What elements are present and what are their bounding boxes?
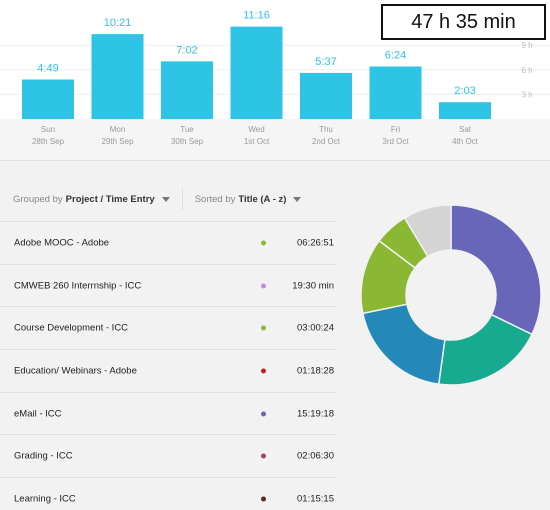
bar [22,79,74,119]
y-tick-label: 9 h [521,41,532,50]
sort-by-dropdown[interactable]: Sorted by Title (A - z) [195,194,302,205]
bar-value-label: 4:49 [37,63,58,75]
total-time-box: 47 h 35 min [381,4,546,40]
entry-duration: 06:26:51 [297,237,334,249]
day-label: Thu [319,125,333,134]
bar [91,34,144,119]
bar [161,61,213,119]
entry-duration: 15:19:18 [297,408,334,420]
list-item[interactable]: Education/ Webinars - Adobe 01:18:28 [0,349,336,392]
date-label: 3rd Oct [382,137,409,146]
day-label: Tue [180,125,194,134]
list-item[interactable]: CMWEB 260 Interrnship - ICC 19:30 min [0,263,336,307]
entry-title: Education/ Webinars - Adobe [14,365,137,377]
list-item[interactable]: Adobe MOOC - Adobe 06:26:51 [0,221,336,264]
entry-duration: 01:15:15 [297,493,334,505]
entry-duration: 19:30 min [292,280,334,292]
controls-separator [181,188,183,210]
day-label: Sat [459,125,472,134]
entry-title: Course Development - ICC [14,322,129,334]
project-color-dot [261,496,266,502]
project-donut-chart [360,204,542,386]
day-label: Fri [391,125,401,134]
entry-title: Grading - ICC [14,450,73,462]
bar-value-label: 11:16 [243,10,270,22]
bar-value-label: 2:03 [454,85,475,97]
date-label: 28th Sep [32,137,65,146]
date-label: 30th Sep [171,137,204,146]
entry-title: Adobe MOOC - Adobe [14,237,110,249]
y-tick-label: 3 h [521,90,532,99]
bar [230,26,283,120]
project-color-dot [261,240,266,246]
project-color-dot [261,325,266,331]
day-label: Mon [110,125,126,134]
bar [439,102,491,119]
bar-value-label: 6:24 [385,50,406,62]
group-by-value: Project / Time Entry [65,193,155,205]
caret-down-icon [293,196,302,202]
x-axis-strip [0,119,550,160]
sort-by-value: Title (A - z) [238,193,287,205]
list-item[interactable]: eMail - ICC 15:19:18 [0,391,336,435]
date-label: 2nd Oct [312,137,341,146]
project-color-dot [261,368,266,374]
day-label: Sun [41,125,55,134]
group-by-prefix: Grouped by [13,193,63,205]
list-controls: Grouped by Project / Time Entry Sorted b… [13,188,302,210]
entry-duration: 02:06:30 [297,450,334,462]
bar [300,72,352,119]
bar-value-label: 10:21 [104,17,132,29]
date-label: 29th Sep [101,137,134,146]
list-item[interactable]: Grading - ICC 02:06:30 [0,434,336,477]
sort-by-prefix: Sorted by [194,193,236,205]
section-divider [0,160,550,161]
project-color-dot [261,283,266,289]
project-color-dot [261,411,266,417]
bar [369,66,422,119]
entry-title: Learning - ICC [14,493,76,505]
total-time-value: 47 h 35 min [411,10,516,33]
entry-title: CMWEB 260 Interrnship - ICC [14,280,142,292]
list-item[interactable]: Learning - ICC 01:15:15 [0,477,336,510]
project-color-dot [261,453,266,459]
day-label: Wed [248,125,264,134]
donut-segment[interactable] [403,204,452,258]
list-item[interactable]: Course Development - ICC 03:00:24 [0,306,336,349]
y-tick-label: 6 h [521,66,532,75]
entry-title: eMail - ICC [14,408,62,420]
donut-segment[interactable] [362,303,446,386]
time-entry-list: Adobe MOOC - Adobe 06:26:51 CMWEB 260 In… [0,221,336,510]
date-label: 4th Oct [452,137,479,146]
caret-down-icon [161,196,170,202]
entry-duration: 03:00:24 [297,322,334,334]
entry-duration: 01:18:28 [297,365,334,377]
date-label: 1st Oct [244,137,270,146]
bar-value-label: 7:02 [176,44,197,56]
bar-value-label: 5:37 [315,56,336,68]
group-by-dropdown[interactable]: Grouped by Project / Time Entry [13,194,170,205]
bar-chart-svg: 3 h 6 h 9 h 4:49 Sun 28th Sep 10:21 Mon 29th Sep… [0,10,550,160]
donut-segment[interactable] [450,204,542,336]
